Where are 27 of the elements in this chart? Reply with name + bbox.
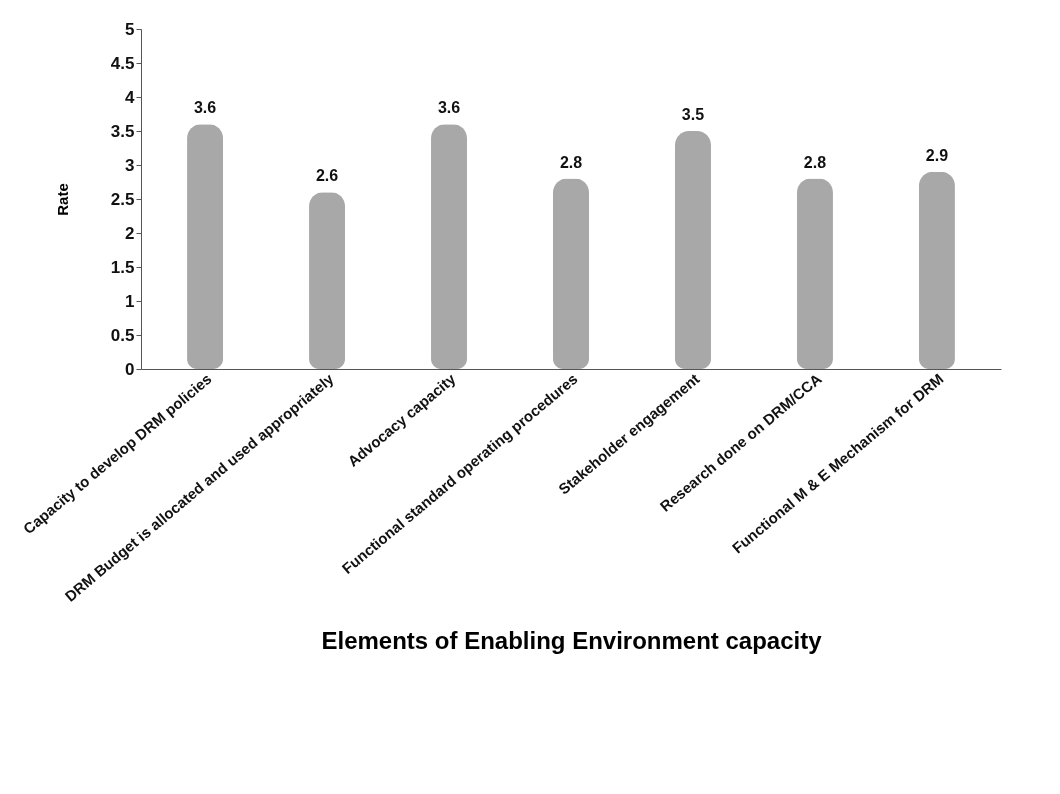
- data-label: 2.6: [315, 167, 339, 185]
- data-label: 2.9: [925, 146, 949, 164]
- y-tick-label: 0.5: [110, 325, 135, 345]
- bar: [187, 124, 224, 369]
- y-tick-label: 1.5: [110, 257, 135, 277]
- bar: [431, 124, 468, 369]
- bar: [918, 171, 955, 369]
- data-label: 2.8: [559, 153, 583, 171]
- y-axis-title: Rate: [53, 183, 71, 216]
- x-axis-title: Elements of Enabling Environment capacity: [321, 626, 823, 654]
- data-label: 3.6: [437, 99, 461, 117]
- y-tick-label: 0: [125, 359, 135, 379]
- y-tick-label: 3.5: [110, 121, 135, 141]
- bar: [309, 192, 346, 369]
- y-tick-label: 2: [125, 223, 135, 243]
- y-tick-label: 2.5: [110, 189, 135, 209]
- data-label: 3.5: [681, 106, 705, 123]
- y-tick-label: 4.5: [110, 53, 135, 73]
- y-tick-label: 1: [125, 291, 135, 311]
- y-tick-label: 4: [125, 87, 136, 107]
- y-tick-label: 5: [125, 19, 135, 39]
- data-label: 3.6: [193, 99, 217, 117]
- bar: [796, 178, 833, 369]
- bar: [553, 178, 589, 369]
- y-tick-label: 3: [125, 155, 135, 175]
- bar: [674, 131, 711, 369]
- data-label: 2.8: [803, 153, 827, 171]
